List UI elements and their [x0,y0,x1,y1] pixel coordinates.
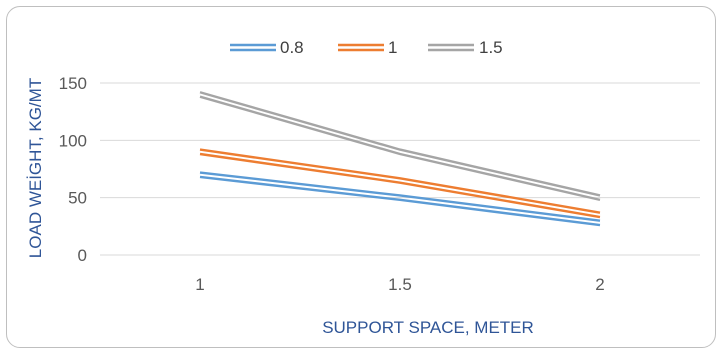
series-line-1.5-lower [199,95,601,202]
y-tick-label: 0 [78,246,87,265]
legend-label-1.5: 1.5 [479,38,503,57]
series-line-1-lower [199,152,601,219]
series-line-1.5-upper [199,91,601,197]
series-line-0.8-upper [199,171,601,222]
x-axis-ticks: 1 1.5 2 [195,275,604,294]
series-lines [199,91,601,227]
legend-label-0.8: 0.8 [280,38,304,57]
legend-item-1.5: 1.5 [428,38,503,57]
legend: 0.8 1 1.5 [230,38,503,57]
legend-item-1: 1 [338,38,397,57]
x-tick-label: 1 [195,275,204,294]
y-tick-label: 100 [59,131,87,150]
y-tick-label: 50 [68,189,87,208]
x-tick-label: 2 [595,275,604,294]
series-line-0.8-lower [199,175,601,227]
x-axis-title: SUPPORT SPACE, METER [322,318,534,337]
legend-label-1: 1 [388,38,397,57]
gridlines [100,82,700,256]
series-line-1-upper [199,148,601,214]
x-tick-label: 1.5 [388,275,412,294]
y-tick-label: 150 [59,74,87,93]
y-axis-title: LOAD WEİGHT, KG/MT [26,78,45,258]
y-axis-ticks: 0 50 100 150 [59,74,87,265]
legend-item-0.8: 0.8 [230,38,304,57]
